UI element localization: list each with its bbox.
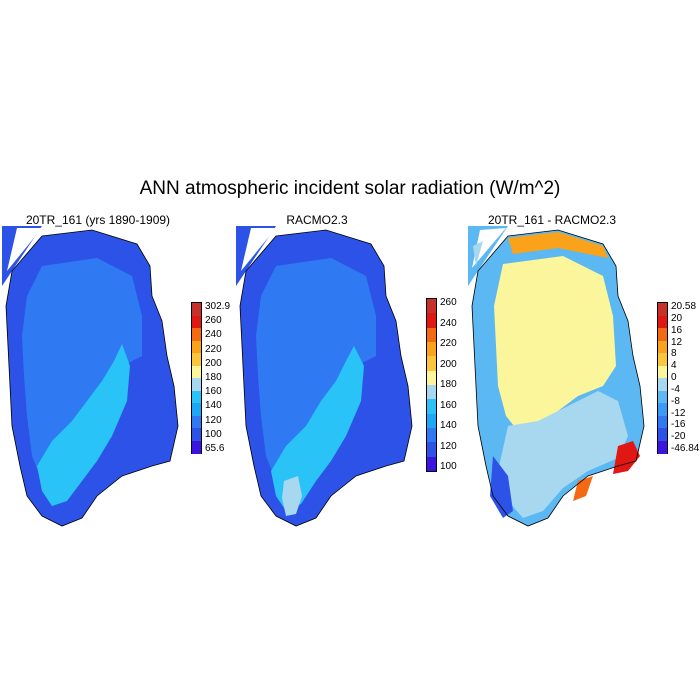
- colorbar-tick-label: -46.84: [671, 443, 700, 454]
- colorbar-swatch: [427, 413, 436, 429]
- colorbar-tick-label: 200: [205, 357, 222, 369]
- colorbar-tick-label: 12: [671, 336, 683, 348]
- colorbar-tick-label: 100: [205, 428, 222, 440]
- colorbar-swatch: [192, 390, 201, 404]
- coastline: [5, 229, 179, 527]
- colorbar-tick-label: 4: [671, 360, 677, 372]
- colorbar-swatch: [658, 428, 667, 441]
- colorbar-swatch: [192, 415, 201, 429]
- colorbar-difference: 20.58 20 16 12 8 4 0 -4 -8 -12 -16 -20 -46.84: [657, 302, 700, 454]
- colorbar-swatch: [192, 365, 201, 379]
- panel-title-difference: 20TR_161 - RACMO2.3: [487, 213, 617, 227]
- colorbar-racmo: 260 240 220 200 180 160 140 120 100: [426, 298, 466, 472]
- colorbar-swatch: [427, 428, 436, 443]
- panel-title-racmo: RACMO2.3: [286, 213, 348, 227]
- coastline: [239, 229, 413, 527]
- colorbar-swatch: [192, 328, 201, 341]
- colorbar-swatch: [658, 365, 667, 379]
- colorbar-swatch: [427, 299, 436, 314]
- south-tip-patch: [282, 476, 302, 516]
- colorbar-tick-label: 140: [440, 420, 457, 431]
- colorbar-swatch: [658, 403, 667, 416]
- map-model: [2, 226, 179, 527]
- colorbar-tick-label: 100: [440, 461, 457, 472]
- colorbar-swatch: [427, 399, 436, 415]
- colorbar-tick-label: 140: [205, 400, 222, 412]
- colorbar-tick-label: 220: [440, 338, 457, 349]
- colorbar-tick-label: 65.6: [205, 443, 225, 454]
- colorbar-tick-label: 220: [205, 343, 222, 355]
- colorbar-tick-label: 180: [205, 372, 222, 383]
- colorbar-swatch: [192, 378, 201, 391]
- colorbar-swatch: [658, 390, 667, 404]
- colorbar-swatch: [192, 440, 201, 454]
- colorbar-swatch: [658, 328, 667, 341]
- north-orange-margin: [508, 232, 608, 258]
- colorbar-tick-label: 260: [440, 297, 457, 308]
- colorbar-swatch: [658, 340, 667, 354]
- colorbar-ramp: [191, 302, 202, 454]
- colorbar-tick-label: 180: [440, 379, 457, 390]
- colorbar-swatch: [658, 315, 667, 329]
- colorbar-tick-label: 16: [671, 324, 683, 336]
- colorbar-swatch: [192, 315, 201, 329]
- southwest-dark: [490, 456, 513, 518]
- colorbar-tick-label: 0: [671, 372, 677, 383]
- colorbar-swatch: [192, 428, 201, 441]
- colorbar-tick-label: 240: [205, 329, 222, 341]
- colorbar-swatch: [192, 403, 201, 416]
- colorbar-ramp: [657, 302, 668, 454]
- colorbar-swatch: [658, 303, 667, 316]
- colorbar-tick-label: 20.58: [671, 301, 697, 312]
- colorbar-swatch: [427, 356, 436, 372]
- colorbar-swatch: [427, 342, 436, 357]
- colorbar-swatch: [658, 378, 667, 391]
- colorbar-swatch: [658, 353, 667, 366]
- figure-title: ANN atmospheric incident solar radiation…: [139, 178, 561, 199]
- colorbar-tick-label: 20: [671, 312, 683, 324]
- interior-region: [256, 258, 376, 481]
- colorbar-tick-label: 120: [440, 440, 457, 452]
- colorbar-swatch: [427, 442, 436, 458]
- colorbar-ramp: [426, 298, 437, 472]
- southeast-orange: [573, 476, 593, 501]
- colorbar-tick-label: 302.9: [205, 301, 231, 312]
- colorbar-swatch: [427, 385, 436, 400]
- colorbar-swatch: [192, 303, 201, 316]
- interior-region: [22, 258, 142, 481]
- colorbar-tick-label: 200: [440, 358, 457, 370]
- colorbar-swatch: [427, 313, 436, 329]
- colorbar-swatch: [427, 370, 436, 386]
- map-racmo: [236, 226, 413, 527]
- colorbar-tick-label: 8: [671, 348, 677, 360]
- colorbar-model: 302.9 260 240 220 200 180 160 140 120 100 65.6: [191, 302, 231, 454]
- interior-region: [494, 256, 616, 431]
- southwest-region: [37, 344, 130, 506]
- map-difference: [468, 226, 645, 527]
- colorbar-tick-label: 120: [205, 414, 222, 426]
- colorbar-tick-label: -20: [671, 431, 686, 443]
- panel-title-model: 20TR_161 (yrs 1890-1909): [25, 213, 171, 227]
- colorbar-tick-label: -12: [671, 407, 686, 419]
- colorbar-swatch: [427, 456, 436, 472]
- coastline: [471, 229, 645, 527]
- colorbar-swatch: [192, 340, 201, 354]
- colorbar-tick-label: 240: [440, 317, 457, 329]
- colorbar-tick-label: -8: [671, 395, 680, 407]
- colorbar-tick-label: 160: [440, 399, 457, 411]
- southwest-region: [271, 346, 364, 511]
- colorbar-swatch: [658, 415, 667, 429]
- colorbar-tick-label: -16: [671, 419, 686, 431]
- colorbar-tick-label: -4: [671, 383, 680, 395]
- colorbar-swatch: [192, 353, 201, 366]
- south-region: [498, 391, 628, 518]
- colorbar-swatch: [658, 440, 667, 454]
- colorbar-tick-label: 260: [205, 315, 222, 327]
- colorbar-swatch: [427, 327, 436, 343]
- colorbar-tick-label: 160: [205, 386, 222, 398]
